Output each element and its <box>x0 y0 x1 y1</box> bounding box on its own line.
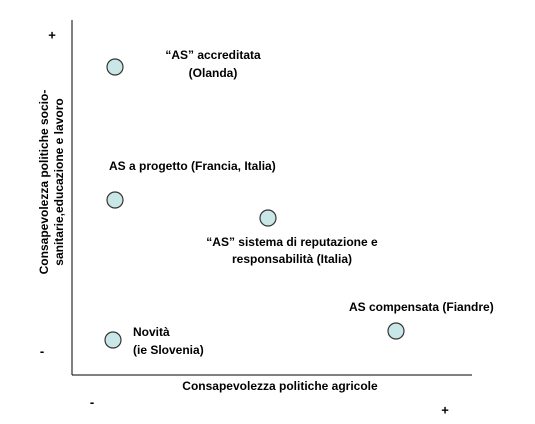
node-label: (Olanda) <box>189 66 238 80</box>
node-marker <box>387 322 405 340</box>
node-label: “AS” accreditata <box>165 48 261 62</box>
x-low-sign: - <box>90 394 94 409</box>
node-label: AS compensata (Fiandre) <box>349 300 494 314</box>
node-label: Novità <box>133 325 170 339</box>
node-marker <box>106 58 124 76</box>
y-axis-label-line: sanitarie,educazione e lavoro <box>52 98 66 265</box>
node-label: AS a progetto (Francia, Italia) <box>109 159 276 173</box>
node-label: (ie Slovenia) <box>133 343 204 357</box>
node-label: “AS” sistema di reputazione e <box>206 235 378 249</box>
node-marker <box>104 331 122 349</box>
y-axis-label-line: Consapevolezza politiche socio- <box>37 90 51 275</box>
node-marker <box>106 191 124 209</box>
x-high-sign: + <box>441 402 449 417</box>
y-high-sign: + <box>48 27 56 42</box>
x-axis-label: Consapevolezza politiche agricole <box>182 379 378 393</box>
node-label: responsabilità (Italia) <box>232 252 352 266</box>
y-axis-label: Consapevolezza politiche socio- sanitari… <box>37 90 66 275</box>
y-low-sign: - <box>40 343 44 358</box>
node-marker <box>259 209 277 227</box>
